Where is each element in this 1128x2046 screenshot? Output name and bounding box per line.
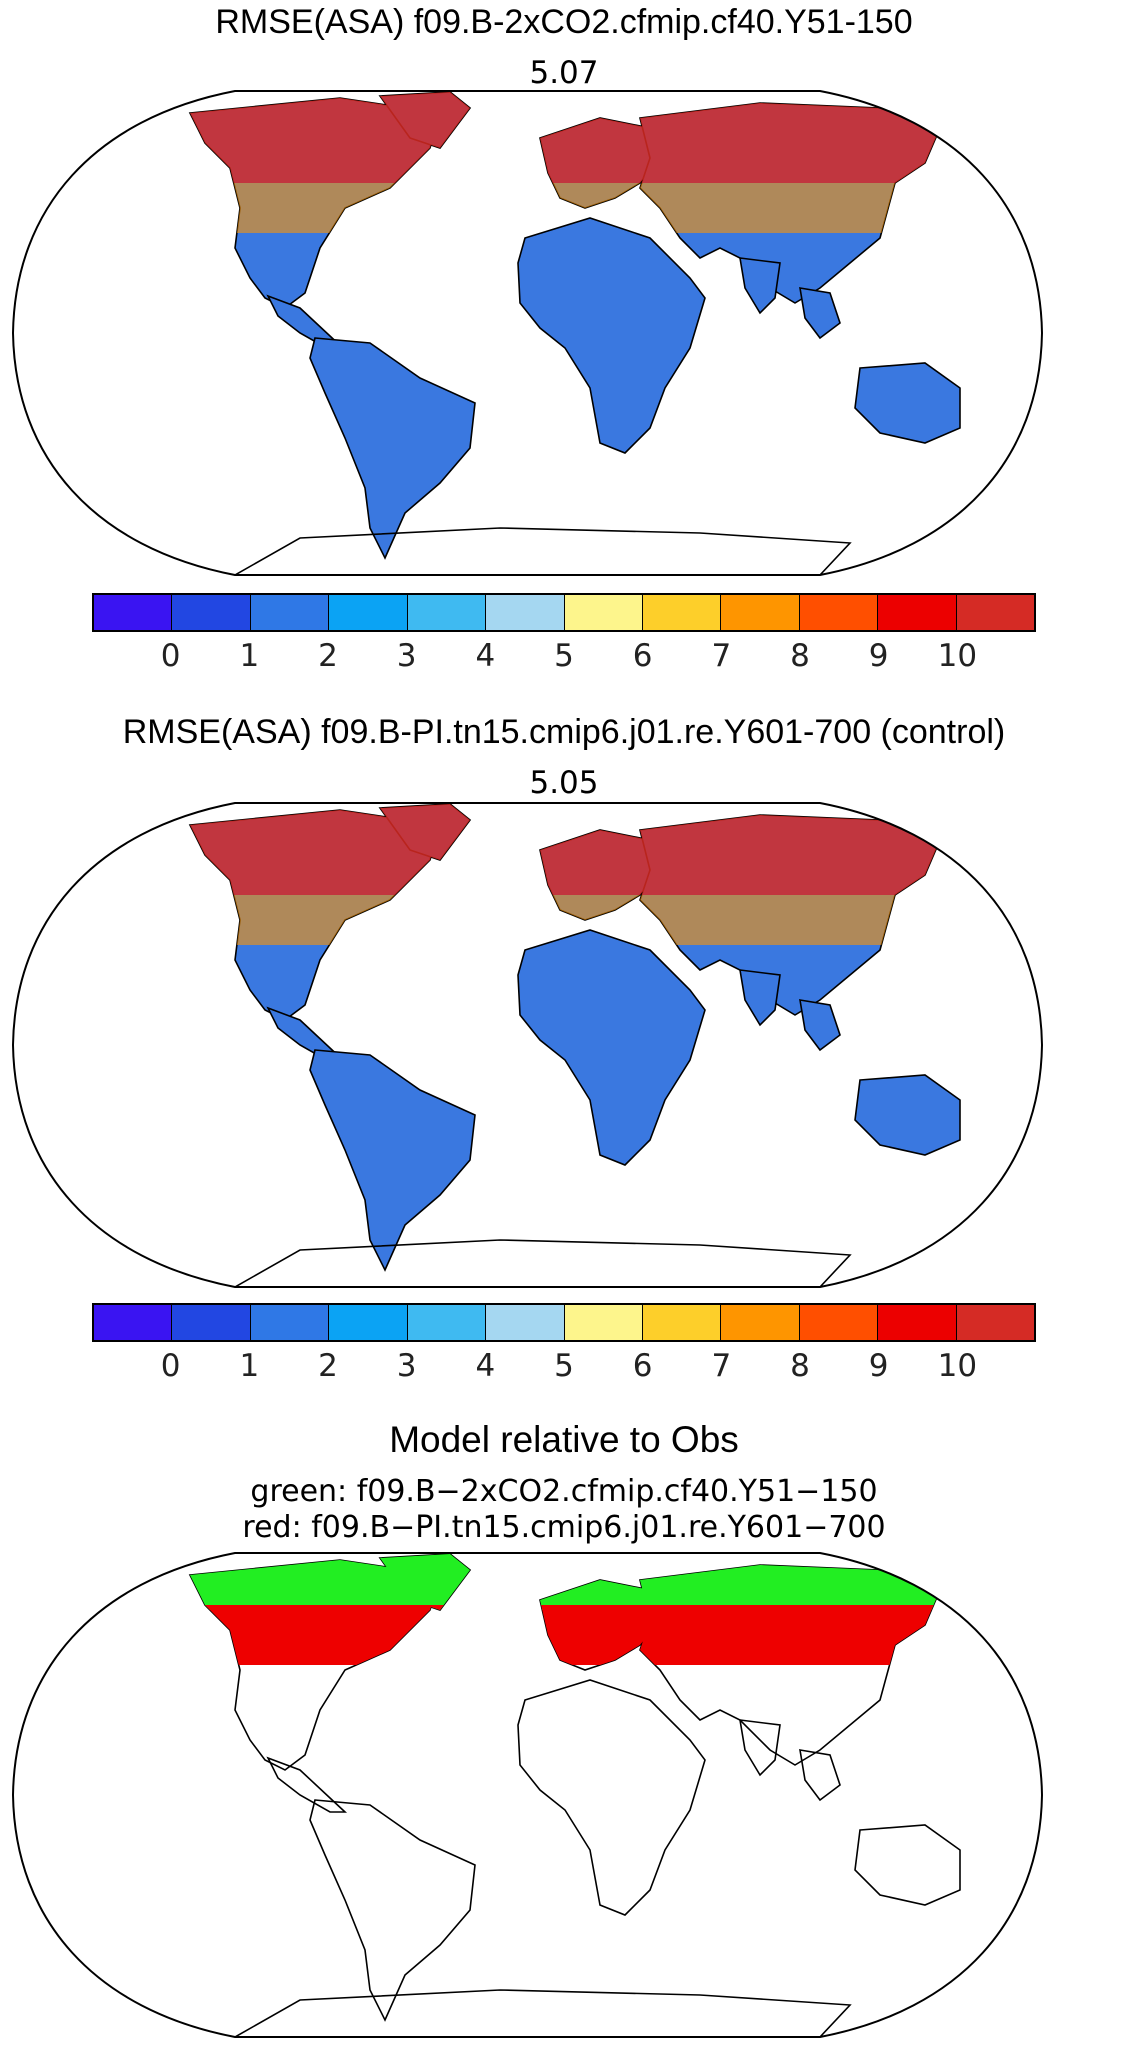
colorbar-tick-label: 5	[554, 1348, 574, 1384]
comparison-green-label: green: f09.B−2xCO2.cfmip.cf40.Y51−150	[250, 1474, 878, 1509]
colorbar-tick-label: 6	[632, 1348, 653, 1384]
colorbar-cell	[407, 1305, 487, 1340]
colorbar-tick-label: 4	[475, 638, 496, 674]
colorbar-cell	[172, 1305, 251, 1340]
colorbar-tick-label: 4	[475, 1348, 496, 1384]
map-region	[309, 1799, 476, 2022]
map-frame	[11, 802, 1044, 1288]
comparison-map	[11, 1552, 1044, 2038]
colorbar-cell	[799, 1305, 879, 1340]
map-region	[854, 362, 961, 444]
map-region	[231, 1989, 852, 2037]
panel-2-map	[11, 802, 1044, 1288]
map-region	[517, 1679, 706, 1916]
map-frame	[11, 90, 1044, 576]
panel-1-rmse-value: 5.07	[529, 55, 599, 91]
colorbar-tick-label: 7	[711, 638, 732, 674]
map-region	[231, 527, 852, 575]
colorbar-tick-label: 3	[396, 638, 417, 674]
colorbar-cell	[94, 1305, 173, 1340]
panel-2-colorbar	[92, 1303, 1036, 1342]
map-region	[739, 1719, 781, 1777]
colorbar-cell	[642, 1305, 722, 1340]
colorbar-cell	[721, 595, 800, 630]
map-region	[799, 287, 841, 340]
colorbar-tick-label: 2	[318, 1348, 338, 1384]
comparison-title: Model relative to Obs	[389, 1419, 739, 1460]
colorbar-tick-label: 0	[160, 638, 181, 674]
colorbar-cell	[564, 1305, 643, 1340]
map-region	[799, 1749, 841, 1802]
colorbar-cell	[956, 1305, 1035, 1340]
colorbar-cell	[721, 1305, 800, 1340]
colorbar-cell	[250, 1305, 330, 1340]
map-region	[739, 969, 781, 1027]
colorbar-cell	[94, 595, 173, 630]
map-region	[799, 999, 841, 1052]
comparison-red-label: red: f09.B−PI.tn15.cmip6.j01.re.Y601−700	[242, 1510, 886, 1545]
map-region	[517, 217, 706, 454]
panel-1-colorbar	[92, 593, 1036, 632]
colorbar-tick-label: 3	[396, 1348, 417, 1384]
colorbar-tick-label: 8	[790, 1348, 810, 1384]
map-region	[309, 1049, 476, 1272]
colorbar-cell	[564, 595, 643, 630]
map-region	[266, 1756, 348, 1813]
map-region	[309, 337, 476, 560]
colorbar-tick-label: 5	[554, 638, 574, 674]
map-region	[854, 1074, 961, 1156]
colorbar-tick-label: 9	[868, 638, 889, 674]
map-region	[739, 257, 781, 315]
colorbar-cell	[407, 595, 487, 630]
colorbar-tick-label: 1	[239, 1348, 260, 1384]
colorbar-cell	[878, 595, 957, 630]
map-region	[854, 1824, 961, 1906]
colorbar-tick-label: 6	[632, 638, 653, 674]
colorbar-cell	[172, 595, 251, 630]
map-region	[231, 1239, 852, 1287]
panel-2-title: RMSE(ASA) f09.B-PI.tn15.cmip6.j01.re.Y60…	[122, 713, 1006, 751]
colorbar-tick-label: 7	[711, 1348, 732, 1384]
panel-2-rmse-value: 5.05	[529, 765, 599, 801]
panel-1-title: RMSE(ASA) f09.B-2xCO2.cfmip.cf40.Y51-150	[215, 3, 913, 41]
colorbar-cell	[642, 595, 722, 630]
colorbar-tick-label: 2	[318, 638, 338, 674]
colorbar-tick-label: 1	[239, 638, 260, 674]
colorbar-tick-label: 10	[937, 1348, 978, 1384]
colorbar-cell	[878, 1305, 957, 1340]
colorbar-tick-label: 9	[868, 1348, 889, 1384]
colorbar-tick-label: 10	[937, 638, 978, 674]
colorbar-cell	[956, 595, 1035, 630]
colorbar-cell	[486, 1305, 565, 1340]
map-region	[517, 929, 706, 1166]
colorbar-tick-label: 8	[790, 638, 810, 674]
colorbar-cell	[250, 595, 330, 630]
panel-1-map	[11, 90, 1044, 576]
panel-1-colorbar-ticks: 0 1 2 3 4 5 6 7 8 9 10	[0, 638, 1128, 674]
colorbar-cell	[799, 595, 879, 630]
colorbar-cell	[329, 595, 408, 630]
panel-2-colorbar-ticks: 0 1 2 3 4 5 6 7 8 9 10	[0, 1348, 1128, 1384]
colorbar-tick-label: 0	[160, 1348, 181, 1384]
map-frame	[11, 1552, 1044, 2038]
colorbar-cell	[486, 595, 565, 630]
colorbar-cell	[329, 1305, 408, 1340]
